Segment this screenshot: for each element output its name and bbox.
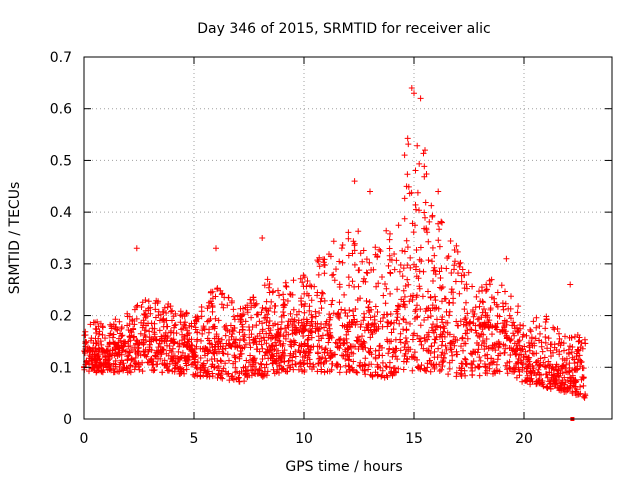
y-tick-label: 0.6	[50, 102, 72, 118]
grid-lines	[84, 57, 612, 419]
y-tick-label: 0.3	[50, 257, 72, 273]
x-tick-label: 5	[190, 431, 199, 447]
x-tick-labels: 0 5 10 15 20	[80, 431, 533, 447]
y-tick-label: 0.7	[50, 50, 72, 66]
axis-ticks	[83, 56, 612, 420]
plot-frame	[83, 56, 613, 420]
y-tick-label: 0.1	[50, 360, 72, 376]
y-tick-label: 0.2	[50, 309, 72, 325]
x-tick-label: 20	[515, 431, 533, 447]
x-tick-label: 10	[295, 431, 313, 447]
y-axis-label: SRMTID / TECUs	[7, 182, 23, 295]
y-tick-label: 0.4	[50, 205, 72, 221]
x-tick-label: 15	[405, 431, 423, 447]
chart-title: Day 346 of 2015, SRMTID for receiver ali…	[197, 21, 490, 37]
data-points	[81, 85, 589, 421]
x-tick-label: 0	[80, 431, 89, 447]
y-tick-label: 0	[63, 412, 72, 428]
scatter-markers	[81, 85, 589, 401]
y-tick-labels: 0 0.1 0.2 0.3 0.4 0.5 0.6 0.7	[50, 50, 72, 428]
x-axis-label: GPS time / hours	[285, 459, 402, 475]
y-tick-label: 0.5	[50, 153, 72, 169]
